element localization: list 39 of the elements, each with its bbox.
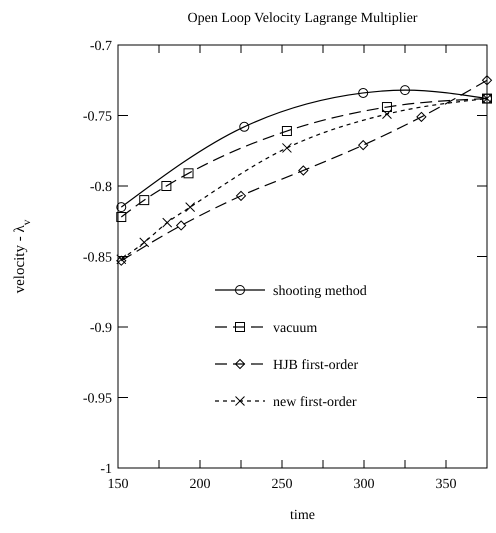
point: [358, 88, 368, 98]
point: [282, 142, 292, 153]
y-tick-label: -0.9: [90, 321, 112, 336]
legend-label: new first-order: [273, 395, 357, 410]
x-tick-label: 150: [108, 477, 128, 492]
y-tick-label: -0.95: [82, 392, 112, 406]
legend-label: shooting method: [273, 284, 367, 299]
y-tick-label: -1: [100, 462, 112, 477]
x-tick-label: 200: [190, 477, 210, 492]
x-tick-label: 250: [272, 477, 292, 492]
point: [382, 102, 392, 112]
x-tick-label: 300: [354, 477, 374, 492]
point: [382, 109, 392, 120]
legend-label: HJB first-order: [273, 358, 358, 373]
chart-title: Open Loop Velocity Lagrange Multiplier: [188, 11, 418, 26]
point: [162, 218, 172, 228]
point: [282, 126, 292, 136]
point: [116, 202, 126, 212]
legend-label: vacuum: [273, 321, 318, 336]
y-tick-label: -0.75: [82, 110, 112, 124]
point: [236, 190, 246, 201]
point: [139, 237, 150, 248]
point: [116, 212, 126, 222]
point: [139, 195, 150, 206]
point: [416, 112, 426, 122]
point: [176, 220, 186, 230]
point: [239, 122, 250, 132]
y-tick-label: -0.7: [90, 39, 112, 54]
point: [185, 202, 196, 212]
point: [358, 140, 368, 150]
y-tick-label: -0.8: [90, 180, 112, 195]
point: [298, 165, 308, 176]
x-tick-label: 350: [436, 477, 456, 492]
point: [161, 181, 172, 191]
point: [400, 85, 410, 96]
y-tick-label: -0.85: [82, 250, 112, 266]
point: [184, 168, 194, 178]
x-axis-title: time: [290, 508, 315, 523]
point: [482, 75, 492, 86]
